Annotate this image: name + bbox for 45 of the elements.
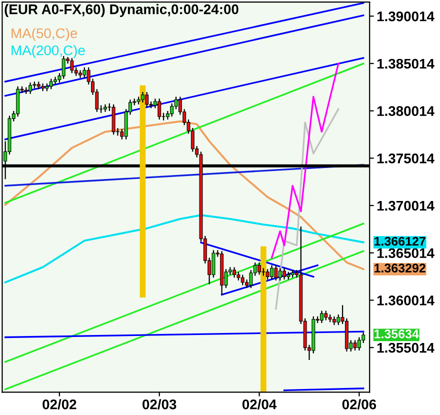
candlestick bbox=[240, 274, 244, 286]
y-tick-label: 1.370014 bbox=[377, 200, 434, 211]
candlestick bbox=[320, 310, 324, 324]
candlestick bbox=[282, 268, 286, 280]
candlestick bbox=[82, 66, 86, 78]
x-tick-label: 02/03 bbox=[142, 399, 176, 410]
candlestick bbox=[270, 264, 274, 280]
candlestick bbox=[78, 70, 82, 78]
line-series bbox=[275, 108, 340, 310]
candlestick bbox=[324, 310, 328, 321]
candlestick bbox=[49, 78, 53, 90]
candlestick bbox=[278, 268, 282, 281]
candlestick bbox=[232, 266, 236, 278]
y-tick-label: 1.365014 bbox=[377, 248, 434, 258]
candlestick bbox=[158, 98, 162, 120]
y-tick-label: 1.385014 bbox=[377, 58, 434, 69]
y-tick-label: 1.375014 bbox=[377, 154, 434, 164]
chart-title: (EUR A0-FX,60) Dynamic,0:00-24:00 bbox=[4, 4, 238, 17]
candlestick bbox=[28, 82, 32, 94]
y-tick-label: 1.360014 bbox=[377, 296, 434, 306]
line-series bbox=[4, 120, 364, 270]
data-label: 1.366127 bbox=[374, 236, 426, 246]
text: MA(50,C)e bbox=[12, 28, 78, 41]
candlestick bbox=[274, 264, 278, 281]
candlestick bbox=[170, 102, 174, 118]
candlestick bbox=[353, 340, 357, 352]
x-tick-label: 02/02 bbox=[42, 399, 76, 410]
y-tick-label: 1.355014 bbox=[377, 342, 434, 353]
x-tick-label: 02/04 bbox=[242, 399, 277, 410]
candlestick bbox=[258, 262, 262, 276]
data-label: 1.363292 bbox=[374, 264, 426, 273]
text: 1.35634 bbox=[374, 329, 419, 338]
candlestick bbox=[145, 91, 149, 108]
y-tick-label: 1.390014 bbox=[377, 11, 434, 22]
x-tick-label: 02/06 bbox=[342, 399, 376, 410]
candlestick bbox=[140, 91, 144, 103]
candlestick bbox=[249, 269, 253, 289]
candlestick bbox=[70, 57, 74, 74]
line-series bbox=[270, 62, 340, 259]
candlestick bbox=[357, 336, 361, 352]
line-series bbox=[4, 214, 364, 284]
y-tick-label: 1.380014 bbox=[377, 106, 434, 116]
text: MA(200,C)e bbox=[12, 45, 85, 58]
candlestick bbox=[336, 314, 340, 326]
candlestick bbox=[266, 268, 270, 280]
